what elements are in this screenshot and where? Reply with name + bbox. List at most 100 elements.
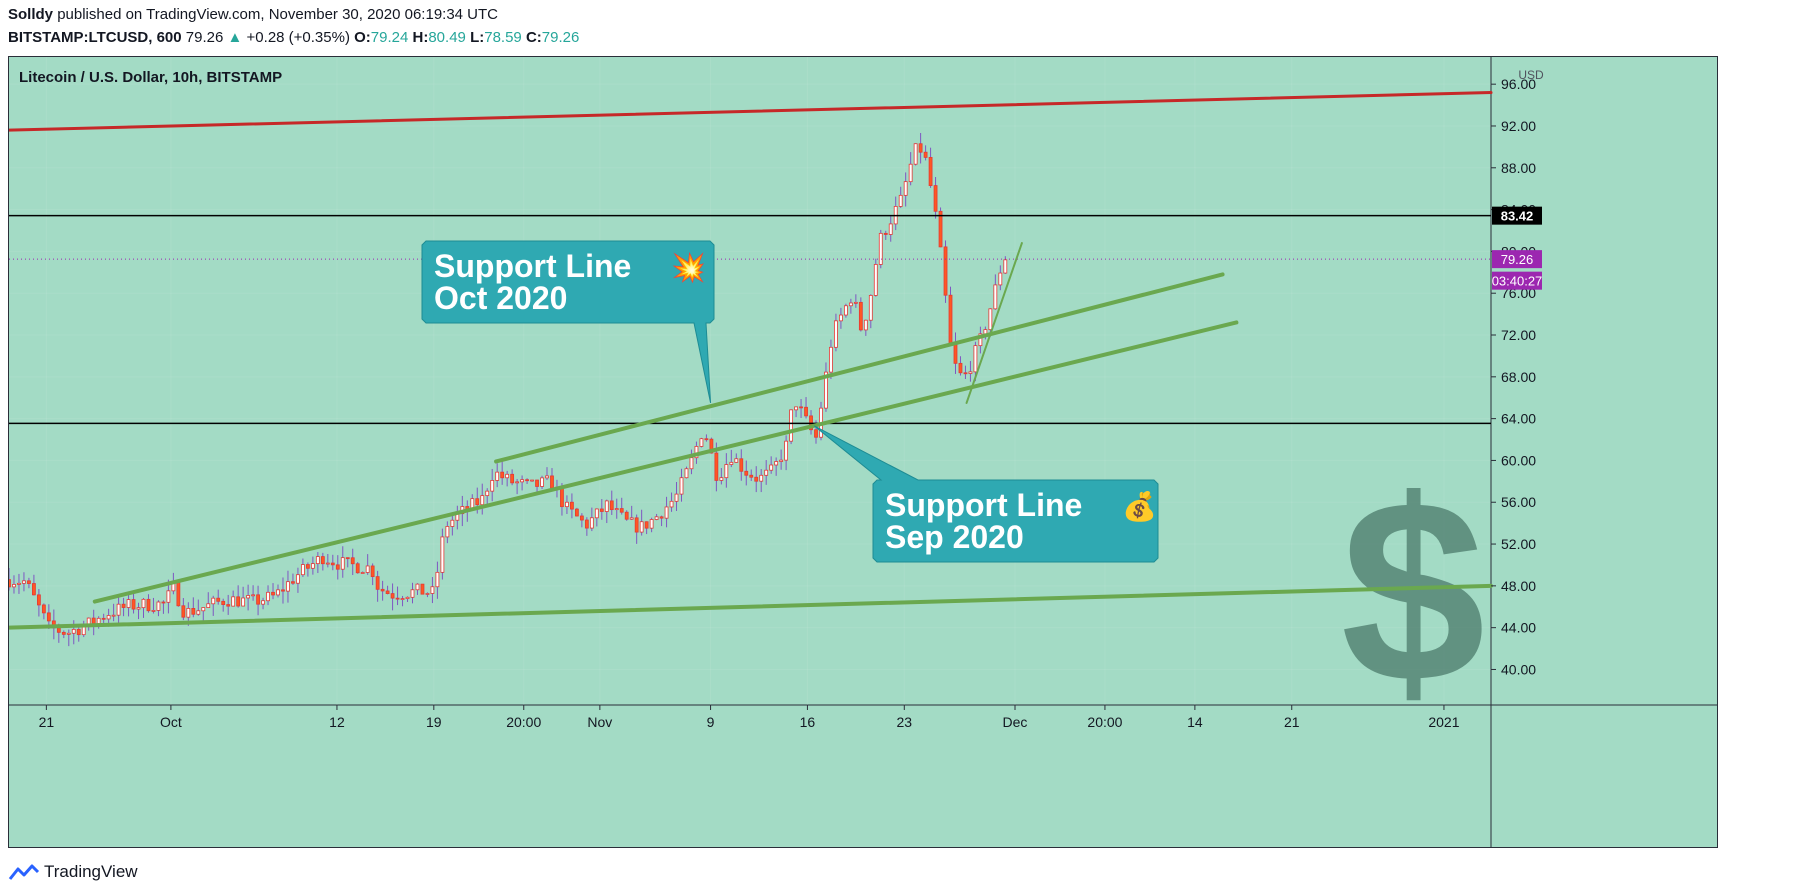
support-trendline[interactable] <box>9 583 1493 630</box>
callout-line1: Support Line <box>434 248 631 284</box>
candle-body <box>510 473 515 484</box>
candle-body <box>505 473 510 479</box>
candle-body <box>251 594 255 597</box>
candle-body <box>121 603 126 608</box>
support-callout[interactable]: Support Line 💥 Oct 2020 <box>421 240 715 404</box>
candle-body <box>96 617 101 624</box>
candle-body <box>664 506 669 519</box>
candle-body <box>495 471 500 481</box>
close-label: C: <box>525 29 542 46</box>
candle-body <box>365 565 370 573</box>
candle-body <box>425 593 430 595</box>
candle-body <box>106 615 111 620</box>
candle-body <box>415 583 420 591</box>
candle-body <box>350 557 355 565</box>
author-name[interactable]: Solldy <box>8 6 54 23</box>
footer: TradingView <box>8 862 138 882</box>
candle-body <box>380 588 385 592</box>
x-tick-label: 20:00 <box>1087 714 1122 730</box>
candle-body <box>305 564 310 569</box>
callout-box[interactable] <box>814 425 1159 563</box>
symbol-info: BITSTAMP:LTCUSD, 600 79.26 ▲ +0.28 (+0.3… <box>8 29 579 46</box>
price-tag-last[interactable] <box>1492 250 1542 269</box>
up-arrow-icon: ▲ <box>227 29 243 46</box>
candle-body <box>221 600 226 605</box>
candle-body <box>739 458 744 472</box>
candle-body <box>315 556 320 565</box>
x-tick-label: Nov <box>587 714 612 730</box>
candle-body <box>181 605 186 618</box>
candle-body <box>445 526 450 538</box>
candle-body <box>993 284 998 310</box>
candle-body <box>759 474 764 482</box>
candle-body <box>420 583 425 595</box>
candle-body <box>196 610 201 615</box>
chart-frame[interactable]: $ Support Line 💥 Oct 2020 Support Line 💰 Sep … <box>8 56 1718 848</box>
price-tag-level[interactable] <box>1492 206 1542 225</box>
candle-body <box>515 481 520 484</box>
candle-body <box>301 564 305 576</box>
candle-body <box>938 210 943 248</box>
candle-body <box>599 508 604 512</box>
candle-body <box>276 589 280 596</box>
support-callout[interactable]: Support Line 💰 Sep 2020 <box>814 425 1159 563</box>
candle-body <box>754 476 759 482</box>
resistance-trendline[interactable] <box>9 91 1493 132</box>
candle-body <box>141 598 146 609</box>
candle-body <box>624 511 629 520</box>
candle-body <box>749 474 754 478</box>
candle-body <box>1003 259 1008 274</box>
candle-body <box>814 429 818 438</box>
candle-body <box>794 406 798 411</box>
candle-body <box>565 501 569 508</box>
candle-body <box>76 628 81 636</box>
candle-body <box>310 563 315 569</box>
candle-body <box>604 500 609 512</box>
last-price: 79.26 <box>185 29 224 46</box>
support-trendline[interactable] <box>965 242 1023 404</box>
price-tag-countdown[interactable] <box>1492 271 1542 290</box>
candle-body <box>286 581 290 592</box>
candle-body <box>111 614 116 617</box>
time-axis-panel[interactable] <box>9 705 1717 847</box>
y-tick-label: 48.00 <box>1501 578 1536 594</box>
candle-body <box>17 582 21 585</box>
candle-body <box>271 591 275 596</box>
price-tag-label: 03:40:27 <box>1492 274 1543 289</box>
candle-body <box>963 372 968 375</box>
candle-body <box>868 295 873 321</box>
support-trendline[interactable] <box>92 320 1239 604</box>
candle-body <box>584 519 589 529</box>
candle-body <box>704 438 709 441</box>
candle-body <box>480 495 485 506</box>
candle-body <box>291 581 295 584</box>
candle-body <box>958 362 963 374</box>
candle-body <box>804 406 808 417</box>
candle-body <box>490 480 495 492</box>
candle-body <box>834 320 838 348</box>
y-tick-label: 52.00 <box>1501 536 1536 552</box>
x-tick-label: 12 <box>329 714 345 730</box>
candle-body <box>784 440 789 461</box>
candle-body <box>241 597 246 607</box>
chart-title: Litecoin / U.S. Dollar, 10h, BITSTAMP <box>19 69 282 86</box>
candle-body <box>978 333 983 347</box>
candle-body <box>66 632 71 635</box>
candle-body <box>520 479 524 483</box>
candle-body <box>161 601 166 604</box>
candle-body <box>574 508 579 517</box>
candle-body <box>500 471 505 479</box>
support-trendline[interactable] <box>494 272 1225 464</box>
y-tick-label: 44.00 <box>1501 620 1536 636</box>
candle-body <box>579 515 584 521</box>
callout-box[interactable] <box>421 240 715 404</box>
footer-brand[interactable]: TradingView <box>44 862 138 881</box>
candle-body <box>216 597 221 602</box>
candle-body <box>131 599 136 610</box>
candle-body <box>61 631 66 635</box>
candle-body <box>943 246 948 296</box>
candle-body <box>634 517 639 533</box>
candle-body <box>714 452 719 481</box>
y-tick-label: 60.00 <box>1501 452 1536 468</box>
